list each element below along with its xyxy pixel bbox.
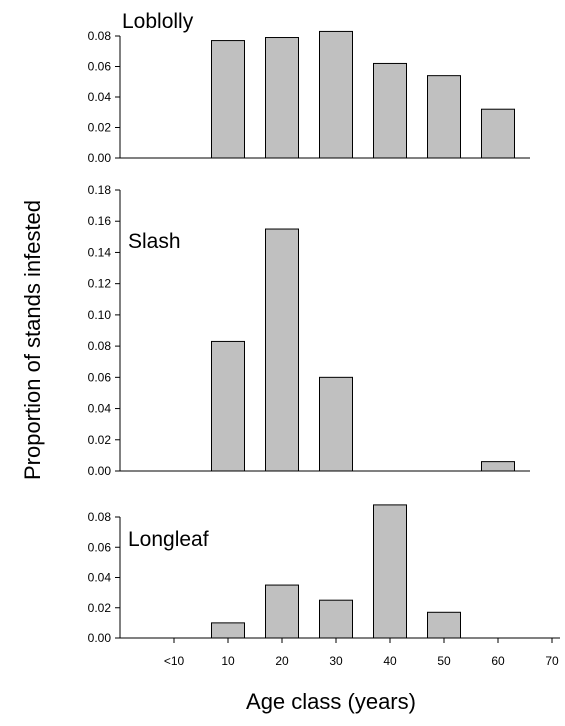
bar: [319, 599, 353, 639]
x-tick-label: 20: [275, 654, 289, 668]
x-tick-label: 10: [221, 654, 235, 668]
bar: [265, 584, 299, 639]
y-tick-label: 0.06: [88, 60, 112, 74]
y-tick-label: 0.04: [88, 402, 112, 416]
bar: [211, 622, 245, 639]
y-tick-label: 0.00: [88, 151, 112, 165]
bar: [427, 75, 461, 159]
x-tick-label: 70: [545, 654, 559, 668]
panel-title: Slash: [128, 230, 181, 253]
y-tick-label: 0.00: [88, 631, 112, 645]
y-tick-label: 0.02: [88, 433, 112, 447]
x-tick-label: 60: [491, 654, 505, 668]
y-tick-label: 0.04: [88, 571, 112, 585]
panel-title: Longleaf: [128, 528, 209, 551]
y-tick-label: 0.00: [88, 464, 112, 478]
y-tick-label: 0.10: [88, 308, 112, 322]
y-tick-label: 0.08: [88, 339, 112, 353]
y-axis-title: Proportion of stands infested: [20, 200, 45, 480]
bar: [265, 37, 299, 159]
bar: [481, 461, 515, 472]
bar: [319, 376, 353, 472]
y-tick-label: 0.16: [88, 214, 112, 228]
y-tick-label: 0.02: [88, 601, 112, 615]
bar: [481, 108, 515, 159]
y-tick-label: 0.06: [88, 540, 112, 554]
panel-title: Loblolly: [122, 10, 194, 33]
x-tick-label: 50: [437, 654, 451, 668]
x-axis-title: Age class (years): [246, 689, 416, 714]
bar: [211, 40, 245, 159]
bar: [373, 504, 407, 639]
y-tick-label: 0.18: [88, 183, 112, 197]
y-tick-label: 0.08: [88, 29, 112, 43]
y-tick-label: 0.08: [88, 510, 112, 524]
x-tick-label: 40: [383, 654, 397, 668]
y-tick-label: 0.02: [88, 121, 112, 135]
bar: [211, 340, 245, 472]
y-tick-label: 0.04: [88, 90, 112, 104]
y-tick-label: 0.14: [88, 245, 112, 259]
x-tick-label: 30: [329, 654, 343, 668]
bar: [319, 30, 353, 159]
bar: [373, 62, 407, 159]
bar: [427, 611, 461, 639]
x-tick-label: <10: [164, 654, 185, 668]
bar: [265, 228, 299, 472]
y-tick-label: 0.06: [88, 370, 112, 384]
y-tick-label: 0.12: [88, 277, 112, 291]
